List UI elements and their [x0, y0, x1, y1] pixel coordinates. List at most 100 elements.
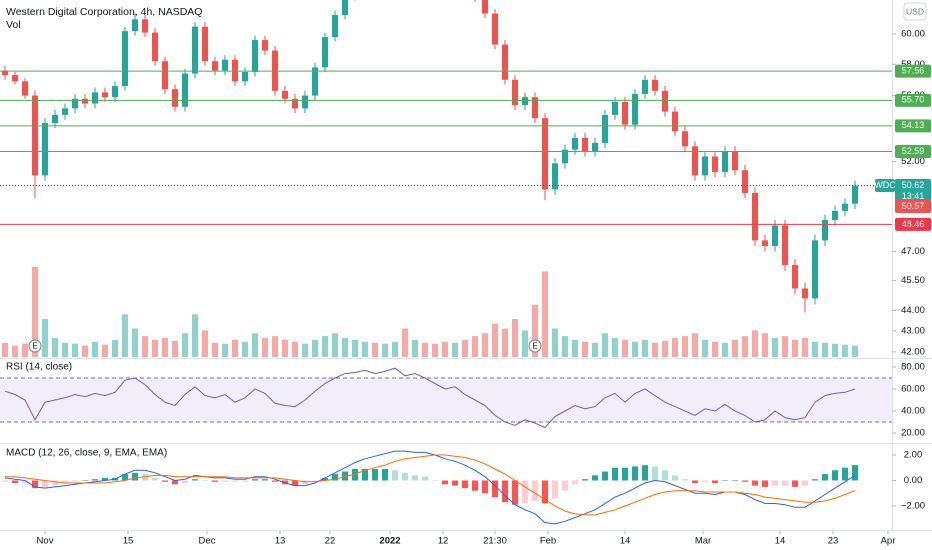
macd-histogram-bar	[682, 479, 688, 481]
macd-histogram-bar	[12, 480, 18, 484]
candle-body	[152, 32, 158, 62]
currency-label[interactable]: USD	[906, 6, 924, 16]
candle-body	[582, 137, 588, 152]
macd-histogram-bar	[32, 480, 38, 489]
y-tick-label: 58.00	[901, 59, 925, 70]
volume-bar	[432, 343, 438, 357]
candle-body	[102, 92, 108, 98]
candle-body	[632, 93, 638, 125]
macd-histogram-bar	[82, 480, 88, 481]
volume-bar	[52, 338, 58, 357]
macd-histogram-bar	[172, 480, 178, 485]
candle-body	[212, 61, 218, 71]
macd-histogram-bar	[202, 480, 208, 481]
candle-body	[72, 98, 78, 109]
candle-body	[672, 111, 678, 132]
candle-body	[12, 75, 18, 82]
volume-bar	[422, 342, 428, 357]
x-tick-label: Apr	[881, 536, 896, 547]
macd-histogram-bar	[512, 480, 518, 505]
macd-histogram-bar	[132, 472, 138, 481]
volume-bar	[492, 323, 498, 357]
x-tick-label: Mar	[695, 536, 711, 547]
macd-histogram-bar	[832, 470, 838, 481]
candle-body	[532, 97, 538, 119]
signal-line	[5, 454, 856, 516]
volume-bar	[402, 328, 408, 357]
volume-bar	[372, 342, 378, 357]
macd-histogram-bar	[92, 479, 98, 481]
macd-histogram-bar	[272, 480, 278, 482]
candle-body	[622, 101, 628, 125]
candle-body	[202, 26, 208, 62]
x-tick-label: Dec	[199, 536, 216, 547]
candle-body	[612, 101, 618, 115]
macd-histogram-bar	[852, 465, 858, 481]
earnings-label: E	[32, 342, 37, 351]
price-level-label: 54.13	[902, 120, 925, 130]
volume-bar	[322, 336, 328, 357]
macd-histogram-bar	[592, 475, 598, 481]
volume-bar	[782, 336, 788, 357]
candle-body	[722, 151, 728, 172]
last-price-label: 50.62	[902, 180, 925, 190]
macd-histogram-bar	[62, 480, 68, 484]
macd-histogram-bar	[792, 480, 798, 487]
volume-bar	[622, 339, 628, 357]
candle-body	[802, 288, 808, 299]
macd-histogram-bar	[242, 480, 248, 482]
currency-button[interactable]	[903, 2, 927, 21]
candle-body	[192, 26, 198, 74]
macd-histogram-bar	[802, 480, 808, 486]
earnings-marker	[28, 339, 42, 353]
macd-histogram-bar	[712, 480, 718, 484]
macd-histogram-bar	[302, 480, 308, 485]
x-tick-label: Nov	[37, 536, 54, 547]
candle-body	[522, 97, 528, 106]
candle-body	[122, 31, 128, 87]
macd-histogram-bar	[392, 470, 398, 481]
volume-bar	[502, 328, 508, 357]
volume-bar	[732, 339, 738, 357]
macd-histogram-bar	[632, 466, 638, 481]
candle-body	[512, 79, 518, 106]
volume-bar	[152, 339, 158, 357]
rsi-title: RSI (14, close)	[6, 362, 72, 373]
candle-body	[772, 225, 778, 247]
macd-line	[4, 450, 856, 525]
macd-histogram-bar	[692, 480, 698, 484]
candle-body	[702, 156, 708, 176]
y-tick-label: 44.00	[901, 305, 925, 316]
x-tick-label: 2022	[379, 536, 400, 547]
volume-bar	[702, 339, 708, 357]
candle-body	[82, 98, 88, 104]
macd-histogram-bar	[422, 476, 428, 481]
secondary-price-label-box	[895, 199, 931, 213]
volume-bar	[642, 339, 648, 357]
macd-histogram-bar	[432, 480, 438, 481]
volume-bar	[852, 345, 858, 357]
y-tick-label: 42.00	[901, 346, 925, 357]
candle-body	[22, 81, 28, 96]
macd-histogram-bar	[222, 480, 228, 482]
macd-histogram-bar	[402, 472, 408, 481]
candle-body	[232, 59, 238, 82]
volume-bar	[392, 341, 398, 357]
volume-bar	[442, 341, 448, 357]
candle-body	[132, 19, 138, 32]
macd-histogram-bar	[312, 480, 318, 482]
candle-body	[332, 14, 338, 38]
volume-bar	[762, 333, 768, 357]
volume-bar	[62, 342, 68, 357]
volume-bar	[212, 342, 218, 357]
macd-histogram-bar	[52, 480, 58, 486]
candle-body	[482, 0, 488, 14]
volume-bar	[802, 338, 808, 357]
macd-histogram-bar	[822, 474, 828, 481]
y-tick-label: 2.00	[904, 449, 923, 460]
volume-bar	[332, 333, 338, 357]
x-tick-label: 15	[123, 536, 134, 547]
candle-body	[832, 210, 838, 221]
candle-body	[182, 73, 188, 107]
